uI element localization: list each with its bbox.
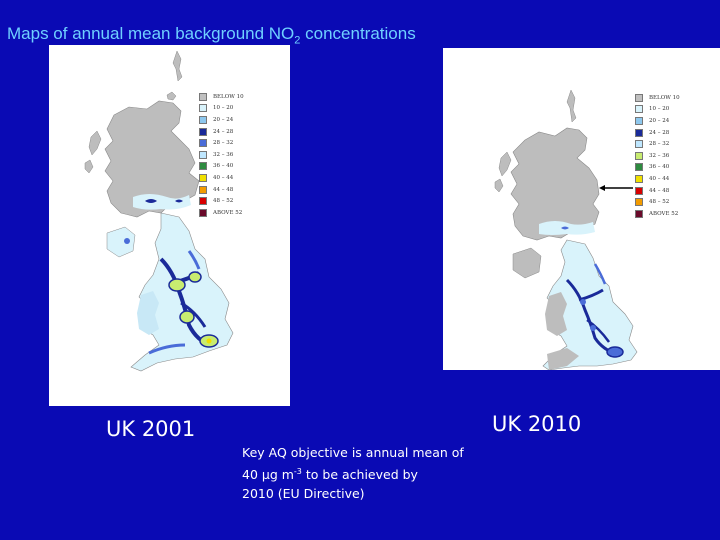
legend-swatch bbox=[635, 174, 643, 183]
legend-swatch bbox=[635, 209, 643, 218]
caption-uk-2010: UK 2010 bbox=[492, 412, 582, 436]
legend-row: BELOW 10 bbox=[199, 91, 244, 103]
legend-row: ABOVE 52 bbox=[199, 207, 244, 219]
legend-row: 32 – 36 bbox=[199, 149, 244, 161]
legend-swatch bbox=[635, 140, 643, 149]
legend-swatch bbox=[635, 105, 643, 114]
legend-swatch bbox=[199, 127, 207, 136]
slide-title: Maps of annual mean background NO2 conce… bbox=[7, 24, 416, 47]
legend-swatch bbox=[635, 128, 643, 137]
legend-row: 10 – 20 bbox=[199, 103, 244, 115]
legend-row: 48 – 52 bbox=[635, 196, 680, 208]
legend-row: 48 – 52 bbox=[199, 195, 244, 207]
caption-uk-2001: UK 2001 bbox=[106, 417, 196, 441]
legend-row: 44 – 48 bbox=[199, 184, 244, 196]
uk-2010-map-image bbox=[494, 89, 638, 370]
legend-row: 40 – 44 bbox=[199, 172, 244, 184]
map-uk-2010: BELOW 10 10 – 20 20 – 24 24 – 28 28 – 32… bbox=[443, 48, 720, 370]
uk-2001-map-image bbox=[84, 50, 234, 372]
legend-swatch bbox=[635, 163, 643, 172]
legend-swatch bbox=[199, 185, 207, 194]
legend-swatch bbox=[635, 186, 643, 195]
legend-swatch bbox=[199, 208, 207, 217]
legend-row: 32 – 36 bbox=[635, 150, 680, 162]
legend-swatch bbox=[635, 93, 643, 102]
legend-row: 24 – 28 bbox=[635, 127, 680, 139]
note-line-1: Key AQ objective is annual mean of bbox=[242, 445, 464, 460]
legend-row: 44 – 48 bbox=[635, 185, 680, 197]
legend-row: ABOVE 52 bbox=[635, 208, 680, 220]
legend-row: BELOW 10 bbox=[635, 92, 680, 104]
note-line-2: 40 µg m-3 to be achieved by bbox=[242, 467, 418, 483]
legend-row: 36 – 40 bbox=[199, 161, 244, 173]
legend-swatch bbox=[199, 104, 207, 113]
legend-swatch bbox=[199, 197, 207, 206]
legend-row: 36 – 40 bbox=[635, 162, 680, 174]
aq-objective-note: Key AQ objective is annual mean of 40 µg… bbox=[242, 443, 492, 503]
legend-swatch bbox=[199, 139, 207, 148]
legend-row: 28 – 32 bbox=[635, 138, 680, 150]
legend-row: 24 – 28 bbox=[199, 126, 244, 138]
legend-2010: BELOW 10 10 – 20 20 – 24 24 – 28 28 – 32… bbox=[635, 92, 680, 220]
legend-swatch bbox=[199, 92, 207, 101]
legend-swatch bbox=[635, 116, 643, 125]
legend-row: 10 – 20 bbox=[635, 104, 680, 116]
legend-swatch bbox=[199, 162, 207, 171]
legend-swatch bbox=[199, 173, 207, 182]
map-uk-2001: BELOW 10 10 – 20 20 – 24 24 – 28 28 – 32… bbox=[49, 45, 290, 406]
legend-2001: BELOW 10 10 – 20 20 – 24 24 – 28 28 – 32… bbox=[199, 91, 244, 219]
legend-swatch bbox=[635, 198, 643, 207]
legend-row: 28 – 32 bbox=[199, 137, 244, 149]
legend-swatch bbox=[635, 151, 643, 160]
legend-swatch bbox=[199, 150, 207, 159]
note-line-3: 2010 (EU Directive) bbox=[242, 486, 365, 502]
legend-row: 20 – 24 bbox=[199, 114, 244, 126]
legend-row: 20 – 24 bbox=[635, 115, 680, 127]
legend-row: 40 – 44 bbox=[635, 173, 680, 185]
legend-swatch bbox=[199, 115, 207, 124]
